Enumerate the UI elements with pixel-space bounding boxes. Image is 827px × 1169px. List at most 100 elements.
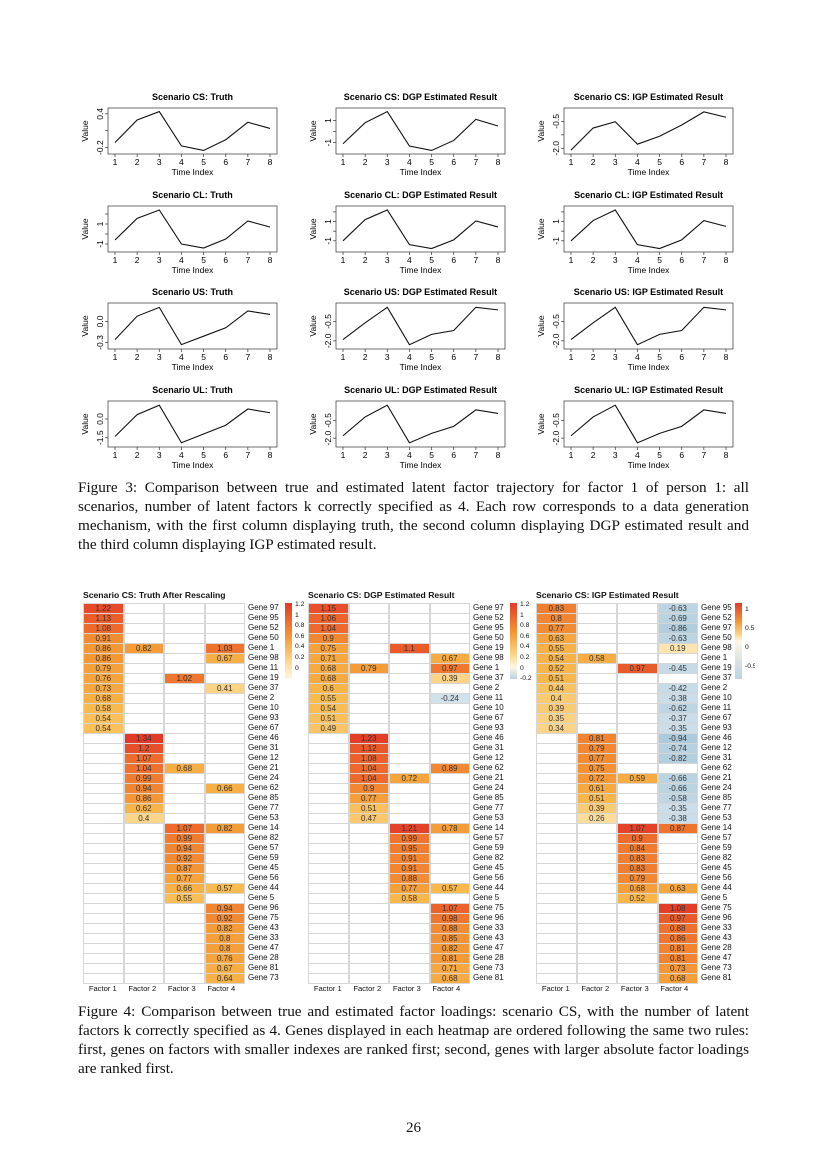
x-tick-label: 4 (179, 157, 184, 167)
line-chart-svg: Scenario CL: Truth 1 2 3 4 5 6 7 8 -1 1 Time Index V… (80, 190, 278, 275)
y-axis-label: Value (536, 413, 546, 434)
gene-label: Gene 12 (473, 753, 504, 762)
x-tick-label: 8 (724, 255, 729, 265)
y-tick-label: -2.0 (551, 141, 561, 156)
heatmap-row: 0.63 -0.63 Gene 50 (536, 633, 737, 644)
gene-label: Gene 57 (248, 843, 279, 852)
x-tick-label: 1 (341, 352, 346, 362)
line-chart: Scenario UL: IGP Estimated Result 1 2 3 4 5 6 7… (531, 381, 761, 476)
colorbar-labels: 1.2 1 0.8 0.6 0.4 0.2 0 (295, 600, 311, 674)
x-tick-label: 5 (657, 352, 662, 362)
heatmap-row: 1.12 Gene 31 (308, 743, 509, 754)
heatmap-row: 0.84 Gene 59 (536, 843, 737, 854)
heatmap-row: 0.8 Gene 47 (83, 943, 284, 954)
heatmap-row: 0.35 -0.37 Gene 67 (536, 713, 737, 724)
heatmap-row: 0.88 Gene 33 (308, 923, 509, 934)
gene-label: Gene 46 (701, 733, 732, 742)
series-line (570, 111, 727, 151)
gene-label: Gene 82 (473, 853, 504, 862)
chart-title: Scenario US: DGP Estimated Result (344, 287, 497, 297)
y-tick-label: 0.4 (95, 108, 105, 120)
heatmap-row: 0.94 Gene 96 (83, 903, 284, 914)
x-tick-label: 7 (473, 450, 478, 460)
heatmap-row: 0.83 Gene 82 (536, 853, 737, 864)
chart-title: Scenario UL: Truth (152, 385, 233, 395)
heatmap-row: 0.68 Gene 2 (83, 693, 284, 704)
chart-title: Scenario CL: IGP Estimated Result (574, 190, 723, 200)
gene-label: Gene 5 (473, 893, 500, 902)
factor-label: Factor 1 (313, 984, 342, 993)
colorbar-label: 0.8 (295, 622, 305, 630)
colorbar-label: 0 (745, 644, 749, 651)
y-axis-label: Value (308, 218, 318, 239)
x-axis-label: Time Index (628, 265, 670, 275)
x-tick-label: 4 (635, 450, 640, 460)
gene-label: Gene 10 (701, 693, 732, 702)
gene-label: Gene 97 (701, 623, 732, 632)
x-tick-label: 2 (363, 352, 368, 362)
y-tick-label: -0.5 (551, 114, 561, 129)
factor-label: Factor 3 (392, 984, 421, 993)
line-chart-svg: Scenario CL: DGP Estimated Result 1 2 3 4 5 6 7… (308, 190, 506, 275)
heatmap-row: 1.08 Gene 52 (83, 623, 284, 634)
heatmap-row: 0.99 Gene 24 (83, 773, 284, 784)
x-tick-label: 6 (223, 352, 228, 362)
heatmap: Scenario CS: DGP Estimated Result 1.15 Gen… (305, 590, 535, 995)
series-line (570, 403, 727, 444)
x-tick-label: 5 (657, 255, 662, 265)
x-tick-label: 4 (179, 450, 184, 460)
y-axis-label: Value (80, 218, 90, 239)
line-chart: Scenario CL: IGP Estimated Result 1 2 3 4 5 6 7… (531, 186, 761, 281)
series-line (570, 208, 727, 249)
colorbar-label: 1.2 (520, 601, 530, 608)
heatmap-row: 0.55 0.19 Gene 98 (536, 643, 737, 654)
gene-label: Gene 96 (248, 903, 279, 912)
x-tick-label: 4 (179, 352, 184, 362)
series-line (342, 403, 499, 444)
heatmap-row: 0.52 Gene 5 (536, 893, 737, 904)
gene-label: Gene 77 (473, 803, 504, 812)
heatmap-row: 0.34 -0.35 Gene 93 (536, 723, 737, 734)
x-tick-label: 6 (451, 352, 456, 362)
gene-label: Gene 73 (248, 973, 279, 982)
gene-label: Gene 97 (248, 603, 279, 612)
heatmap-row: 0.71 0.67 Gene 98 (308, 653, 509, 664)
heatmap-row: 1.07 Gene 75 (308, 903, 509, 914)
line-chart-svg: Scenario US: DGP Estimated Result 1 2 3 4 5 6 7… (308, 287, 506, 372)
colorbar-label: 0.5 (745, 625, 755, 632)
gene-label: Gene 24 (701, 783, 732, 792)
heatmap-row: 1.34 Gene 46 (83, 733, 284, 744)
gene-label: Gene 37 (701, 673, 732, 682)
heatmap-row: 0.83 Gene 45 (536, 863, 737, 874)
heatmap-row: 0.54 Gene 67 (83, 723, 284, 734)
heatmap-row: 0.68 0.63 Gene 44 (536, 883, 737, 894)
line-chart: Scenario UL: Truth 1 2 3 4 5 6 7 8 -1.5 0.0 Time In… (75, 381, 305, 476)
gene-label: Gene 44 (248, 883, 279, 892)
gene-label: Gene 52 (473, 613, 504, 622)
gene-label: Gene 62 (701, 763, 732, 772)
heatmap-row: 0.86 Gene 43 (536, 933, 737, 944)
heatmap-row: 0.26 -0.38 Gene 53 (536, 813, 737, 824)
y-axis-label: Value (308, 413, 318, 434)
x-tick-label: 8 (724, 450, 729, 460)
gene-label: Gene 1 (701, 653, 728, 662)
gene-label: Gene 33 (701, 923, 732, 932)
heatmap-row: 0.79 -0.74 Gene 12 (536, 743, 737, 754)
heatmap-row: 1.07 0.82 Gene 14 (83, 823, 284, 834)
x-axis-label: Time Index (400, 167, 442, 177)
heatmap-row: 0.51 Gene 77 (308, 803, 509, 814)
gene-label: Gene 56 (248, 873, 279, 882)
x-tick-label: 5 (429, 157, 434, 167)
chart-title: Scenario CS: IGP Estimated Result (574, 92, 723, 102)
y-axis-label: Value (308, 120, 318, 141)
heatmap-row: 0.51 Gene 67 (308, 713, 509, 724)
x-axis-label: Time Index (172, 362, 214, 372)
heatmap-row: 1.07 Gene 12 (83, 753, 284, 764)
colorbar-label: 1 (295, 611, 299, 619)
factor-label: Factor 3 (167, 984, 196, 993)
x-tick-label: 2 (363, 450, 368, 460)
plot-box (335, 302, 506, 350)
factor-labels: Factor 1 Factor 2 Factor 3 Factor 4 (308, 984, 466, 993)
x-axis-label: Time Index (172, 265, 214, 275)
